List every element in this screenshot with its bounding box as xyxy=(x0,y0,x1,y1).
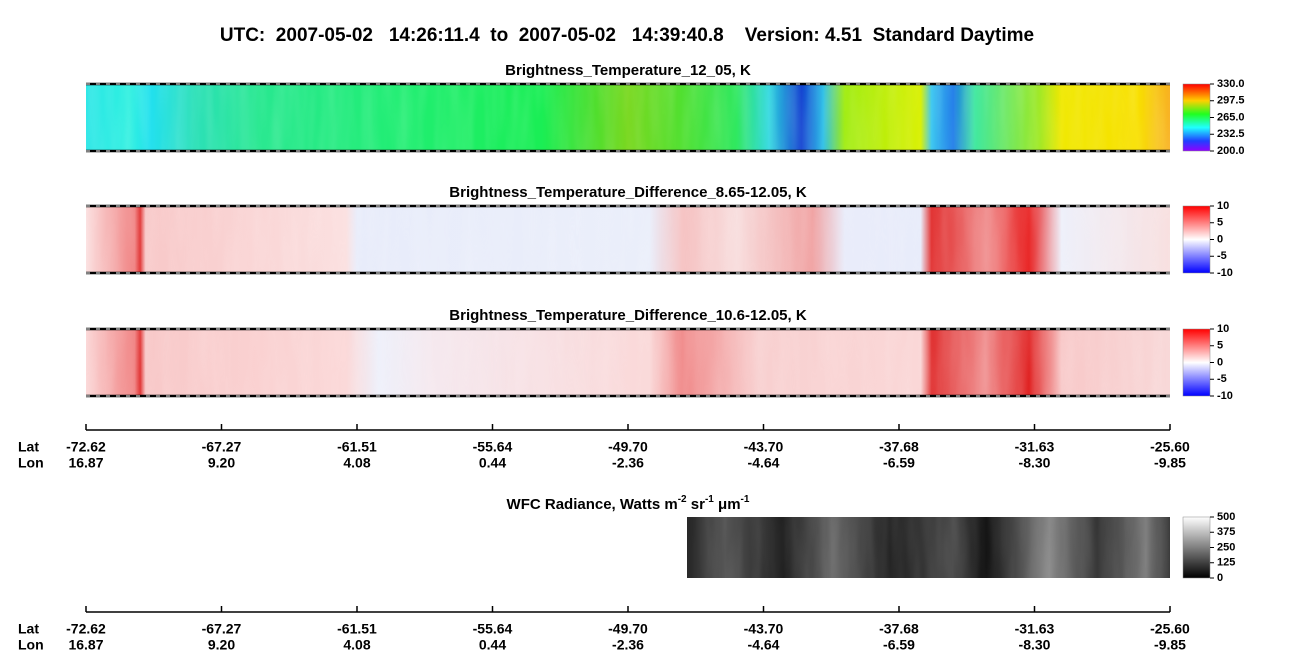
heatmap-texture xyxy=(86,84,1170,151)
colorbar-label: 232.5 xyxy=(1217,128,1245,140)
lon-tick-label: 0.44 xyxy=(479,455,506,471)
lon-tick-label: -4.64 xyxy=(748,455,780,471)
title-text: μm xyxy=(714,496,741,513)
panel-title: Brightness_Temperature_Difference_10.6-1… xyxy=(449,307,807,324)
panel-title: Brightness_Temperature_12_05, K xyxy=(505,62,751,79)
lon-tick-label: 16.87 xyxy=(68,455,103,471)
lat-tick-label: -37.68 xyxy=(879,621,919,637)
lon-tick-label: -8.30 xyxy=(1019,455,1051,471)
title-superscript: -2 xyxy=(678,494,687,505)
lat-tick-label: -49.70 xyxy=(608,439,648,455)
lat-label: Lat xyxy=(18,439,39,455)
colorbar-label: 10 xyxy=(1217,200,1229,212)
title-text: sr xyxy=(687,496,706,513)
colorbar-label: 250 xyxy=(1217,541,1235,553)
lat-label: Lat xyxy=(18,621,39,637)
lat-tick-label: -25.60 xyxy=(1150,621,1190,637)
lat-tick-label: -72.62 xyxy=(66,439,106,455)
lon-tick-label: 16.87 xyxy=(68,637,103,653)
lat-tick-label: -31.63 xyxy=(1015,621,1055,637)
lon-tick-label: -6.59 xyxy=(883,637,915,653)
title-superscript: -1 xyxy=(741,494,750,505)
lat-tick-label: -67.27 xyxy=(202,621,242,637)
colorbar-label: 0 xyxy=(1217,572,1223,584)
lat-tick-label: -25.60 xyxy=(1150,439,1190,455)
wfc-title: WFC Radiance, Watts m-2 sr-1 μm-1 xyxy=(507,494,750,513)
lon-tick-label: -9.85 xyxy=(1154,637,1186,653)
colorbar-label: -5 xyxy=(1217,373,1227,385)
page-title: UTC: 2007-05-02 14:26:11.4 to 2007-05-02… xyxy=(220,25,1034,46)
lon-tick-label: -8.30 xyxy=(1019,637,1051,653)
colorbar-label: 297.5 xyxy=(1217,95,1245,107)
colorbar-label: 0 xyxy=(1217,356,1223,368)
colorbar-label: 500 xyxy=(1217,511,1235,523)
lat-tick-label: -31.63 xyxy=(1015,439,1055,455)
wfc-texture xyxy=(687,517,1170,578)
colorbar-label: 10 xyxy=(1217,323,1229,335)
lat-tick-label: -72.62 xyxy=(66,621,106,637)
lat-tick-label: -49.70 xyxy=(608,621,648,637)
lon-label: Lon xyxy=(18,637,44,653)
lon-tick-label: 4.08 xyxy=(343,637,370,653)
panel-title: Brightness_Temperature_Difference_8.65-1… xyxy=(449,184,807,201)
lon-tick-label: 9.20 xyxy=(208,637,235,653)
lat-tick-label: -61.51 xyxy=(337,621,377,637)
colorbar-label: 265.0 xyxy=(1217,111,1245,123)
heatmap-texture xyxy=(86,329,1170,396)
colorbar-label: 330.0 xyxy=(1217,78,1245,90)
lon-tick-label: 0.44 xyxy=(479,637,506,653)
colorbar-label: -10 xyxy=(1217,267,1233,279)
lon-tick-label: -4.64 xyxy=(748,637,780,653)
colorbar-label: 375 xyxy=(1217,526,1235,538)
colorbar-label: -10 xyxy=(1217,390,1233,402)
colorbar-label: 5 xyxy=(1217,340,1223,352)
lat-tick-label: -43.70 xyxy=(744,439,784,455)
lat-tick-label: -61.51 xyxy=(337,439,377,455)
heatmap-texture xyxy=(86,206,1170,273)
title-superscript: -1 xyxy=(705,494,714,505)
lat-tick-label: -67.27 xyxy=(202,439,242,455)
lon-tick-label: -2.36 xyxy=(612,637,644,653)
lat-tick-label: -55.64 xyxy=(473,621,513,637)
colorbar-label: 0 xyxy=(1217,233,1223,245)
colorbar xyxy=(1182,328,1211,397)
colorbar-label: 125 xyxy=(1217,557,1235,569)
colorbar-label: 200.0 xyxy=(1217,145,1245,157)
title-text: WFC Radiance, Watts m xyxy=(507,496,678,513)
lat-tick-label: -37.68 xyxy=(879,439,919,455)
colorbar-label: 5 xyxy=(1217,217,1223,229)
lat-tick-label: -43.70 xyxy=(744,621,784,637)
lon-tick-label: -6.59 xyxy=(883,455,915,471)
lon-label: Lon xyxy=(18,455,44,471)
lon-tick-label: 9.20 xyxy=(208,455,235,471)
colorbar-label: -5 xyxy=(1217,250,1227,262)
colorbar xyxy=(1182,516,1211,579)
colorbar xyxy=(1182,205,1211,274)
lon-tick-label: 4.08 xyxy=(343,455,370,471)
colorbar xyxy=(1182,83,1211,152)
lon-tick-label: -2.36 xyxy=(612,455,644,471)
lat-tick-label: -55.64 xyxy=(473,439,513,455)
lon-tick-label: -9.85 xyxy=(1154,455,1186,471)
